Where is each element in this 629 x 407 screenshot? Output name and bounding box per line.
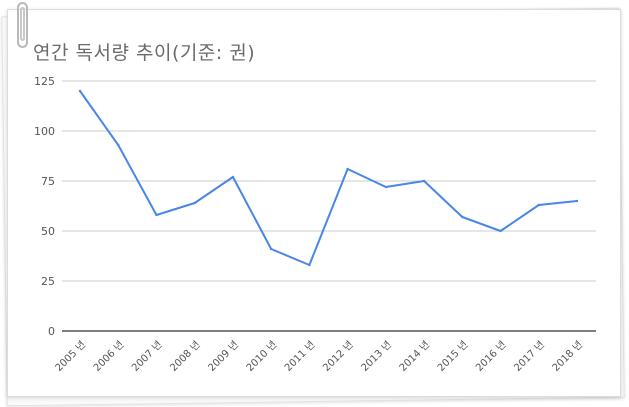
x-tick-label: 2012 년	[321, 339, 356, 374]
chart-card	[7, 9, 621, 397]
data-point	[78, 89, 82, 93]
grid-lines	[62, 80, 596, 332]
data-point	[422, 179, 426, 183]
x-tick-label: 2005 년	[53, 339, 88, 374]
y-tick-label: 25	[41, 275, 55, 288]
x-tick-label: 2008 년	[168, 339, 203, 374]
x-tick-label: 2013 년	[359, 339, 394, 374]
x-tick-label: 2006 년	[91, 339, 126, 374]
y-tick-label: 75	[41, 175, 55, 188]
y-tick-label: 0	[48, 325, 55, 338]
series-line	[79, 90, 578, 266]
series-lines	[78, 89, 579, 267]
x-tick-label: 2015 년	[435, 339, 470, 374]
x-tick-label: 2007 년	[129, 339, 164, 374]
data-point	[231, 175, 235, 179]
data-point	[269, 247, 273, 251]
data-point	[117, 143, 120, 147]
x-tick-label: 2011 년	[282, 339, 317, 374]
y-tick-label: 125	[34, 75, 55, 88]
data-point	[499, 229, 502, 233]
paperclip-icon	[17, 2, 28, 48]
data-point	[308, 263, 311, 267]
x-tick-label: 2014 년	[397, 339, 432, 374]
x-tick-label: 2009 년	[206, 339, 241, 374]
data-point	[461, 215, 464, 219]
x-axis-ticks: 2005 년 2006 년 2007 년 2008 년 2009 년 2010 년 2011…	[53, 339, 585, 374]
data-point	[193, 201, 196, 205]
data-point	[384, 185, 388, 189]
y-tick-label: 100	[34, 125, 55, 138]
paperclip-inner-icon	[20, 7, 25, 41]
data-point	[346, 167, 349, 171]
y-axis-ticks: 0 25 50 75 100 125	[34, 75, 55, 338]
data-point	[537, 203, 540, 207]
y-tick-label: 50	[41, 225, 55, 238]
chart-title: 연간 독서량 추이(기준: 권)	[33, 42, 256, 64]
data-point	[155, 213, 158, 217]
x-tick-label: 2010 년	[244, 339, 279, 374]
x-tick-label: 2017 년	[512, 339, 547, 374]
data-point	[575, 199, 579, 203]
x-tick-label: 2018 년	[550, 339, 585, 374]
x-tick-label: 2016 년	[473, 339, 508, 374]
